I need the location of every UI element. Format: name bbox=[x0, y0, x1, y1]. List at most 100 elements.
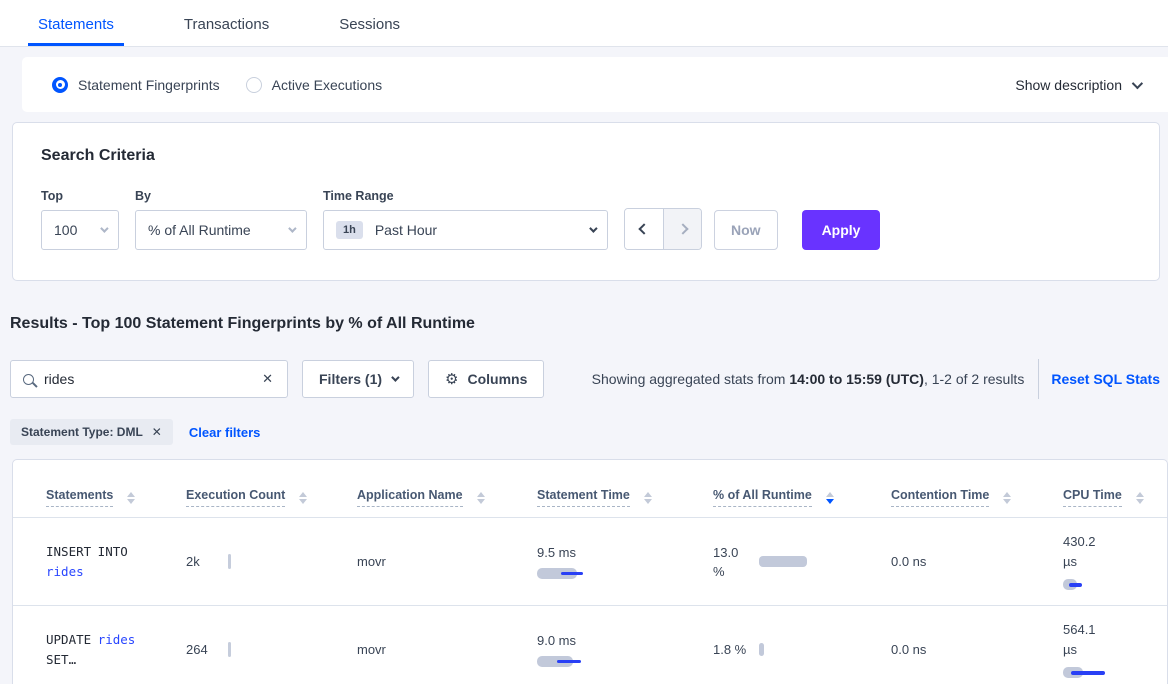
statement-time-bar bbox=[537, 655, 680, 668]
column-header-contention-time[interactable]: Contention Time bbox=[891, 488, 1012, 507]
execution-count-cell: 2k bbox=[186, 554, 324, 569]
top-control: Top 100 bbox=[41, 189, 119, 250]
time-range-label: Time Range bbox=[323, 189, 394, 203]
sort-icon bbox=[299, 491, 308, 504]
top-select[interactable]: 100 bbox=[41, 210, 119, 250]
chevron-right-icon bbox=[676, 223, 689, 235]
statements-table-card: Statements Execution Count Application N… bbox=[12, 459, 1168, 684]
show-description-label: Show description bbox=[1015, 76, 1122, 93]
sort-icon bbox=[1135, 491, 1144, 504]
execution-count-bar bbox=[228, 554, 231, 569]
pct-runtime-cell: 1.8 % bbox=[713, 640, 858, 659]
results-heading: Results - Top 100 Statement Fingerprints… bbox=[10, 315, 475, 332]
statement-search-box: ✕ bbox=[10, 360, 288, 398]
results-toolbar: ✕ Filters (1) ⚙ Columns Showing aggregat… bbox=[10, 359, 1160, 399]
chevron-down-icon bbox=[1131, 77, 1144, 89]
chevron-down-icon bbox=[589, 224, 598, 233]
remove-filter-icon[interactable]: ✕ bbox=[151, 425, 162, 439]
column-header-execution-count[interactable]: Execution Count bbox=[186, 488, 308, 507]
by-label: By bbox=[135, 189, 151, 203]
statement-time-bar bbox=[537, 567, 680, 580]
cpu-time-value: 564.1 µs bbox=[1063, 622, 1096, 657]
sort-icon bbox=[643, 491, 652, 504]
radio-statement-fingerprints[interactable]: Statement Fingerprints bbox=[52, 76, 220, 93]
time-pager bbox=[624, 208, 702, 250]
statement-table-name: rides bbox=[97, 631, 136, 647]
search-criteria-title: Search Criteria bbox=[41, 147, 155, 164]
column-header-cpu-time[interactable]: CPU Time bbox=[1063, 488, 1144, 507]
statement-fingerprint-link[interactable]: INSERT INTO rides bbox=[46, 543, 128, 579]
column-header-statement-time[interactable]: Statement Time bbox=[537, 488, 652, 507]
filter-chip-label: Statement Type: DML bbox=[21, 425, 143, 439]
application-name: movr bbox=[357, 554, 386, 569]
execution-count-bar bbox=[228, 642, 231, 657]
sort-icon bbox=[476, 491, 485, 504]
column-header-application-name[interactable]: Application Name bbox=[357, 488, 485, 507]
statement-fingerprint-link[interactable]: UPDATE rides SET… bbox=[46, 631, 136, 667]
by-select[interactable]: % of All Runtime bbox=[135, 210, 307, 250]
radio-selected-icon bbox=[52, 76, 68, 93]
radio-active-executions[interactable]: Active Executions bbox=[245, 76, 382, 93]
chevron-down-icon bbox=[391, 373, 400, 382]
table-header-row: Statements Execution Count Application N… bbox=[13, 460, 1167, 518]
time-range-control: Time Range 1h Past Hour bbox=[307, 189, 608, 250]
show-description-toggle[interactable]: Show description bbox=[1015, 76, 1144, 93]
filter-chip-statement-type: Statement Type: DML ✕ bbox=[10, 419, 173, 445]
chevron-left-icon bbox=[638, 223, 650, 235]
tab-sessions[interactable]: Sessions bbox=[339, 16, 401, 33]
cpu-time-value: 430.2 µs bbox=[1063, 534, 1096, 569]
tab-transactions[interactable]: Transactions bbox=[183, 16, 270, 33]
pct-runtime-bar bbox=[759, 556, 807, 567]
now-button[interactable]: Now bbox=[714, 210, 778, 250]
filters-label: Filters (1) bbox=[319, 371, 383, 387]
pct-runtime-cell: 13.0 % bbox=[713, 543, 858, 581]
pct-runtime-value: 1.8 % bbox=[713, 642, 747, 657]
statements-table: Statements Execution Count Application N… bbox=[13, 460, 1167, 684]
aggregated-stats-text: Showing aggregated stats from 14:00 to 1… bbox=[591, 371, 1025, 387]
by-control: By % of All Runtime bbox=[119, 189, 307, 250]
top-value: 100 bbox=[54, 222, 78, 238]
cpu-time-bar bbox=[1063, 667, 1123, 679]
search-criteria-card: Search Criteria Top 100 By % of All Runt… bbox=[12, 122, 1160, 281]
execution-count-cell: 264 bbox=[186, 642, 324, 657]
next-time-button[interactable] bbox=[663, 209, 701, 249]
column-header-statements[interactable]: Statements bbox=[46, 488, 136, 507]
view-toggle-bar: Statement Fingerprints Active Executions… bbox=[22, 57, 1168, 112]
chevron-down-icon bbox=[100, 224, 109, 233]
chevron-down-icon bbox=[288, 224, 297, 233]
reset-sql-stats-link[interactable]: Reset SQL Stats bbox=[1051, 371, 1160, 387]
cpu-time-bar bbox=[1063, 579, 1123, 591]
application-name: movr bbox=[357, 642, 386, 657]
radio-label: Statement Fingerprints bbox=[78, 76, 220, 93]
apply-button[interactable]: Apply bbox=[801, 210, 881, 250]
clear-search-icon[interactable]: ✕ bbox=[262, 371, 273, 386]
contention-time-value: 0.0 ns bbox=[891, 642, 927, 657]
stats-time-range: 14:00 to 15:59 (UTC) bbox=[789, 371, 924, 387]
tab-statements[interactable]: Statements bbox=[28, 4, 124, 46]
statement-table-name: rides bbox=[46, 563, 84, 579]
radio-unselected-icon bbox=[245, 76, 262, 93]
contention-time-value: 0.0 ns bbox=[891, 554, 927, 569]
clear-filters-link[interactable]: Clear filters bbox=[188, 424, 261, 440]
column-header-pct-of-all-runtime[interactable]: % of All Runtime bbox=[713, 488, 834, 507]
statement-time-value: 9.5 ms bbox=[537, 544, 577, 560]
sort-icon bbox=[1003, 491, 1012, 504]
search-icon bbox=[23, 373, 34, 385]
statement-time-value: 9.0 ms bbox=[537, 632, 577, 648]
page-tabs: Statements Transactions Sessions bbox=[0, 0, 1168, 47]
filter-chips-row: Statement Type: DML ✕ Clear filters bbox=[10, 419, 1168, 445]
gear-icon: ⚙ bbox=[445, 370, 459, 388]
divider bbox=[1038, 359, 1040, 399]
time-range-select[interactable]: 1h Past Hour bbox=[323, 210, 608, 250]
pct-runtime-value: 13.0 % bbox=[713, 544, 739, 579]
columns-label: Columns bbox=[467, 371, 528, 387]
table-row: UPDATE rides SET… 264 movr 9.0 ms bbox=[13, 605, 1167, 684]
table-row: INSERT INTO rides 2k movr 9.5 ms bbox=[13, 517, 1167, 606]
time-range-badge: 1h bbox=[336, 221, 363, 239]
time-range-value: Past Hour bbox=[374, 222, 438, 238]
columns-button[interactable]: ⚙ Columns bbox=[428, 360, 545, 398]
search-input[interactable] bbox=[44, 371, 261, 387]
previous-time-button[interactable] bbox=[625, 209, 663, 249]
top-label: Top bbox=[41, 189, 63, 203]
filters-button[interactable]: Filters (1) bbox=[302, 360, 415, 398]
